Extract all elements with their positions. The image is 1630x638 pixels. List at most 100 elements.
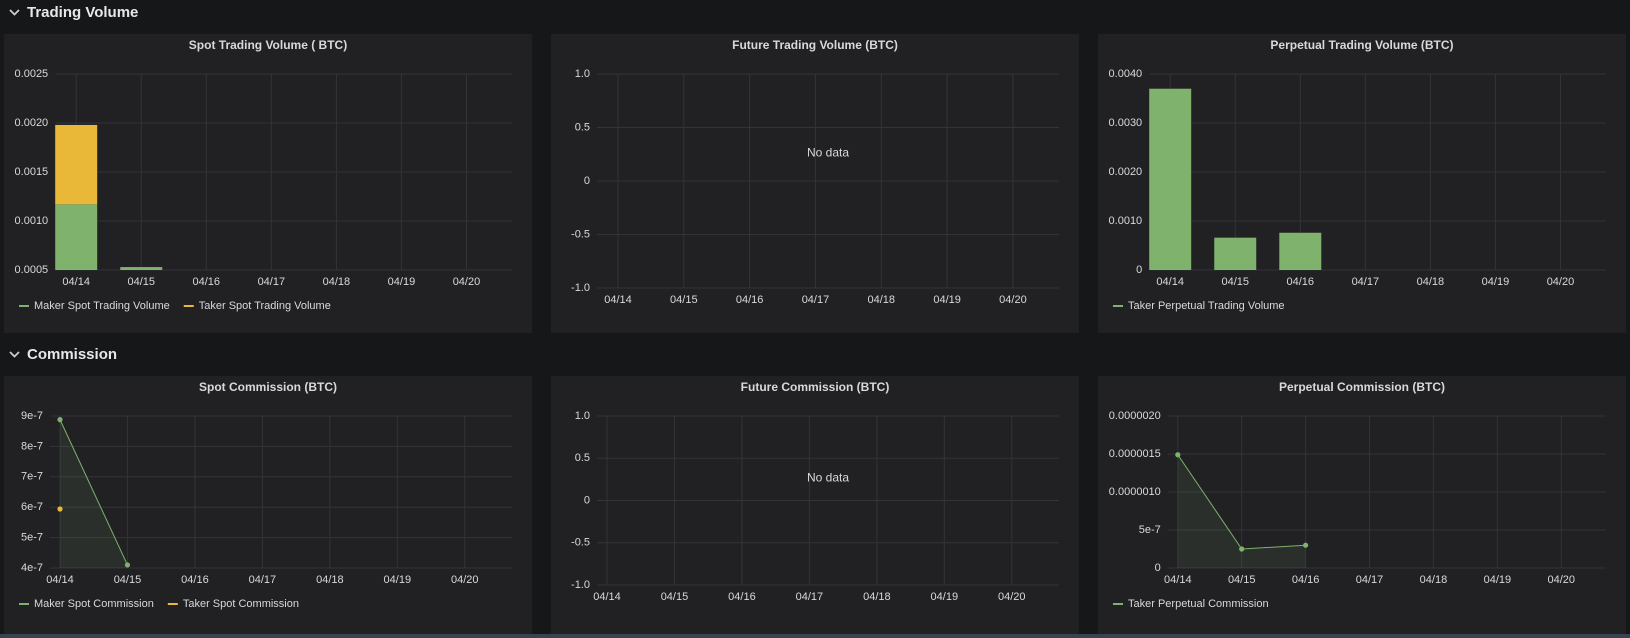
point (1175, 452, 1181, 458)
x-tick-label: 04/19 (384, 574, 412, 586)
panel-title: Spot Commission (BTC) (199, 380, 337, 394)
section-header[interactable]: Commission (9, 346, 117, 363)
legend-item: Taker Spot Commission (167, 598, 299, 610)
panel-title: Future Trading Volume (BTC) (732, 38, 898, 52)
point (57, 417, 63, 423)
y-tick-label: 0 (1136, 264, 1142, 276)
y-tick-label: 0 (584, 494, 590, 506)
x-tick-label: 04/20 (451, 574, 479, 586)
x-tick-label: 04/19 (1484, 574, 1512, 586)
x-tick-label: 04/20 (998, 591, 1026, 603)
legend-label: Taker Spot Commission (183, 598, 299, 610)
y-tick-label: 0.0000020 (1109, 410, 1161, 422)
x-tick-label: 04/17 (796, 591, 824, 603)
panel-title: Spot Trading Volume ( BTC) (189, 38, 347, 52)
x-tick-label: 04/14 (46, 574, 74, 586)
x-tick-label: 04/17 (802, 294, 830, 306)
x-tick-label: 04/15 (114, 574, 142, 586)
y-tick-label: 8e-7 (21, 440, 43, 452)
x-tick-label: 04/16 (1287, 276, 1315, 288)
point (1303, 542, 1309, 548)
y-tick-label: 0.0020 (15, 117, 49, 129)
legend-label: Taker Perpetual Trading Volume (1128, 300, 1285, 312)
line (59, 419, 128, 566)
legend-label: Taker Spot Trading Volume (199, 300, 331, 312)
x-tick-label: 04/18 (868, 294, 896, 306)
x-tick-label: 04/18 (323, 276, 351, 288)
x-tick-label: 04/14 (1156, 276, 1184, 288)
x-tick-label: 04/15 (661, 591, 689, 603)
chevron[interactable] (9, 9, 20, 16)
x-tick-label: 04/19 (931, 591, 959, 603)
y-tick-label: -1.0 (571, 579, 590, 591)
area (1177, 454, 1306, 568)
bar (55, 204, 98, 270)
section-title[interactable]: Trading Volume (27, 4, 138, 21)
no-data: No data (807, 471, 849, 485)
x-tick-label: 04/14 (1164, 574, 1192, 586)
panel-background (4, 376, 532, 634)
x-tick-label: 04/20 (999, 294, 1027, 306)
y-tick-label: 0.5 (575, 121, 590, 133)
x-tick-label: 04/14 (62, 276, 90, 288)
y-tick-label: -0.5 (571, 228, 590, 240)
y-tick-label: 0.0030 (1109, 117, 1143, 129)
y-tick-label: 0.5 (575, 452, 590, 464)
section-header[interactable]: Trading Volume (9, 4, 138, 21)
point (124, 562, 131, 568)
x-tick-label: 04/16 (193, 276, 221, 288)
x-tick-label: 04/17 (1356, 574, 1384, 586)
x-tick-label: 04/18 (863, 591, 891, 603)
bar (1279, 232, 1322, 270)
bar (1214, 237, 1257, 270)
legend-label: Maker Spot Commission (34, 598, 154, 610)
bar (120, 267, 163, 270)
x-tick-label: 04/20 (1547, 574, 1575, 586)
x-tick-label: 04/17 (1352, 276, 1380, 288)
y-tick-label: 0.0005 (15, 264, 49, 276)
y-tick-label: 0 (1155, 562, 1161, 574)
y-tick-label: 1.0 (575, 410, 590, 422)
x-tick-label: 04/19 (933, 294, 961, 306)
legend-item: Maker Spot Commission (19, 598, 154, 610)
section-title[interactable]: Commission (27, 346, 117, 363)
y-tick-label: 5e-7 (21, 532, 43, 544)
y-tick-label: 6e-7 (21, 501, 43, 513)
y-tick-label: 0 (584, 175, 590, 187)
legend-item: Taker Spot Trading Volume (183, 300, 331, 312)
x-tick-label: 04/20 (1547, 276, 1575, 288)
legend-item: Taker Perpetual Commission (1113, 598, 1269, 610)
y-tick-label: -1.0 (571, 282, 590, 294)
x-tick-label: 04/15 (1228, 574, 1256, 586)
x-tick-label: 04/16 (1292, 574, 1320, 586)
y-tick-label: 0.0010 (1109, 215, 1143, 227)
x-tick-label: 04/14 (593, 591, 621, 603)
panel: Spot Commission (BTC) 4e-7 5e-7 6e-7 7e-7 8e-… (4, 376, 532, 634)
y-tick-label: 4e-7 (21, 562, 43, 574)
y-tick-label: 9e-7 (21, 410, 43, 422)
bar (1149, 88, 1192, 270)
legend-label: Maker Spot Trading Volume (34, 300, 170, 312)
panel: Perpetual Trading Volume (BTC) 0 0.0010 0.0… (1098, 34, 1626, 333)
panel: Future Trading Volume (BTC) -1.0 -0.5 0 0.5 1… (551, 34, 1079, 333)
panel: Future Commission (BTC) -1.0 -0.5 0 0.5 1.0 04… (551, 376, 1079, 634)
y-tick-label: 5e-7 (1139, 524, 1161, 536)
panel-title: Future Commission (BTC) (741, 380, 890, 394)
panel: Spot Trading Volume ( BTC) 0.0005 0.0010 0.… (4, 34, 532, 333)
legend-item: Taker Perpetual Trading Volume (1113, 300, 1285, 312)
legend-label: Taker Perpetual Commission (1128, 598, 1269, 610)
panel-title: Perpetual Commission (BTC) (1279, 380, 1445, 394)
y-tick-label: 0.0010 (15, 215, 49, 227)
panel: Perpetual Commission (BTC) 0 5e-7 0.0000010… (1098, 376, 1626, 634)
x-tick-label: 04/16 (181, 574, 209, 586)
x-tick-label: 04/14 (604, 294, 632, 306)
scrollbar (0, 634, 1630, 638)
bar (55, 124, 98, 205)
no-data: No data (807, 145, 849, 159)
y-tick-label: 0.0020 (1109, 166, 1143, 178)
y-tick-label: 0.0040 (1109, 68, 1143, 80)
chevron[interactable] (9, 351, 20, 358)
x-tick-label: 04/15 (1221, 276, 1249, 288)
